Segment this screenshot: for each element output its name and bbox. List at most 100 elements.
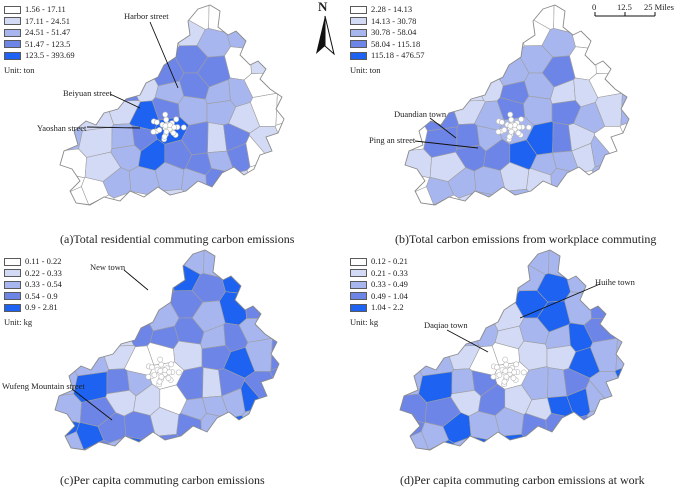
- township-region: [586, 406, 621, 438]
- township-region: [456, 123, 480, 150]
- urban-district: [157, 367, 164, 374]
- township-region: [200, 412, 230, 441]
- township-region: [466, 314, 499, 348]
- township-region: [451, 368, 475, 395]
- urban-district: [498, 119, 505, 126]
- township-region: [269, 250, 279, 279]
- urban-district: [502, 367, 509, 374]
- township-region: [425, 52, 461, 84]
- legend-swatch: [4, 51, 21, 60]
- callout-leader: [71, 388, 113, 421]
- urban-district: [493, 364, 500, 371]
- township-region: [447, 40, 480, 79]
- township-region: [246, 250, 279, 277]
- north-arrow-icon: [316, 15, 335, 56]
- legend-b-item-5: 115.18 - 476.57: [350, 50, 425, 62]
- township-region: [400, 362, 423, 397]
- township-region: [548, 250, 573, 279]
- township-region: [251, 5, 284, 32]
- township-region: [448, 5, 476, 42]
- township-region: [156, 188, 189, 205]
- urban-district: [150, 128, 157, 135]
- callout-leader: [109, 93, 141, 109]
- township-region: [151, 433, 184, 450]
- township-region: [227, 5, 259, 32]
- township-region: [80, 52, 116, 84]
- township-region: [249, 48, 277, 74]
- township-region: [428, 5, 453, 41]
- urban-district: [496, 372, 503, 378]
- township-region: [83, 5, 108, 41]
- legend-b-item-3: 30.78 - 58.04: [350, 27, 425, 39]
- urban-core: [145, 356, 182, 388]
- township-region: [100, 319, 135, 347]
- legend-swatch: [350, 269, 367, 278]
- legend-d: 0.12 - 0.21 0.21 - 0.33 0.33 - 0.49 0.49…: [350, 256, 408, 328]
- township-region: [594, 30, 623, 60]
- township-region: [442, 285, 475, 324]
- legend-c-unit: Unit: kg: [4, 316, 33, 327]
- township-region: [194, 437, 228, 450]
- urban-district: [501, 378, 508, 385]
- urban-district: [158, 361, 165, 368]
- urban-district: [502, 356, 509, 363]
- legend-c: 0.11 - 0.22 0.22 - 0.33 0.33 - 0.54 0.54…: [4, 256, 62, 328]
- legend-a-item-4: 51.47 - 123.5: [4, 39, 75, 51]
- township-region: [244, 275, 273, 305]
- township-region: [169, 195, 203, 205]
- legend-b-item-4: 58.04 - 115.18: [350, 39, 425, 51]
- callout-leader: [149, 21, 179, 89]
- urban-district: [175, 369, 182, 376]
- legend-swatch: [350, 280, 367, 289]
- legend-swatch: [4, 40, 21, 49]
- township-region: [203, 250, 228, 279]
- caption-d: (d)Per capita commuting carbon emissions…: [400, 473, 645, 487]
- legend-swatch: [4, 269, 21, 278]
- region-outline: [399, 249, 625, 451]
- urban-district: [510, 375, 517, 382]
- township-region: [77, 28, 109, 60]
- township-region: [275, 92, 284, 126]
- township-region: [514, 195, 548, 205]
- township-region: [245, 434, 279, 450]
- urban-district: [518, 116, 525, 123]
- township-region: [241, 406, 276, 438]
- urban-district: [507, 111, 514, 118]
- urban-district: [151, 372, 158, 378]
- legend-swatch: [4, 17, 21, 26]
- legend-c-item-4: 0.54 - 0.9: [4, 291, 62, 303]
- township-region: [271, 29, 284, 50]
- township-region: [55, 393, 82, 424]
- township-region: [423, 73, 455, 105]
- legend-swatch: [350, 292, 367, 301]
- township-region: [501, 188, 534, 205]
- legend-swatch: [350, 303, 367, 312]
- township-region: [60, 186, 90, 205]
- township-region: [620, 92, 629, 126]
- township-region: [405, 186, 435, 205]
- township-region: [55, 362, 78, 397]
- township-region: [400, 329, 424, 365]
- urban-district: [170, 130, 177, 137]
- township-region: [482, 250, 521, 279]
- township-region: [244, 293, 272, 319]
- township-region: [279, 163, 284, 196]
- map-panel-c: [54, 249, 280, 451]
- township-region: [589, 293, 617, 319]
- label-yaoshan-street: Yaoshan street: [37, 123, 87, 133]
- scale-tick-1: 12.5: [617, 2, 632, 12]
- township-region: [571, 443, 600, 450]
- legend-a-unit: Unit: ton: [4, 64, 35, 75]
- township-region: [553, 5, 578, 34]
- township-region: [250, 189, 284, 205]
- legend-c-item-5: 0.9 - 2.81: [4, 302, 62, 314]
- legend-swatch: [350, 5, 367, 14]
- township-region: [55, 329, 79, 365]
- legend-d-item-4: 0.49 - 1.04: [350, 291, 408, 303]
- callout-leader: [86, 126, 141, 129]
- township-region: [417, 273, 449, 305]
- urban-district: [162, 122, 169, 129]
- legend-b-item-1: 2.28 - 14.13: [350, 4, 425, 16]
- township-region: [205, 167, 235, 196]
